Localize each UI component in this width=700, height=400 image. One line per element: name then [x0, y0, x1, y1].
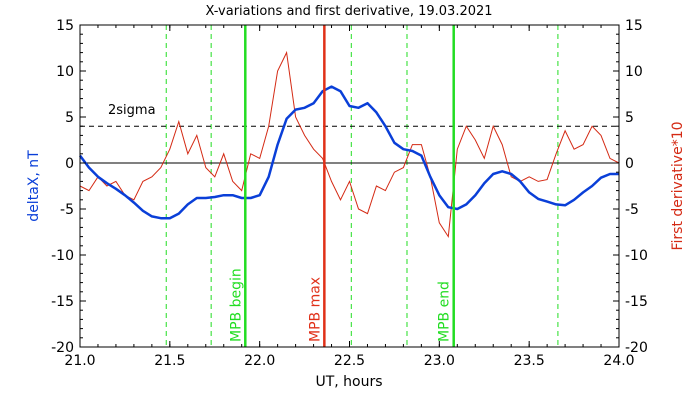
x-tick-label: 22.5: [334, 353, 365, 369]
y-tick-label-right: 0: [625, 156, 634, 172]
y-tick-label-right: -15: [625, 294, 648, 310]
series-derivative: [79, 50, 620, 239]
x-tick-label: 21.0: [64, 353, 95, 369]
x-tick-label: 23.5: [514, 353, 545, 369]
marker-label: MPB max: [307, 277, 323, 342]
y-tick-label-right: 15: [625, 18, 643, 34]
marker-label: MPB end: [437, 281, 453, 342]
y-tick-label-left: -20: [51, 340, 74, 356]
y-tick-label-right: -10: [625, 248, 648, 264]
x-tick-label: 22.0: [244, 353, 275, 369]
sigma-label: 2sigma: [108, 103, 156, 118]
x-tick-label: 23.0: [424, 353, 455, 369]
chart-title: X-variations and first derivative, 19.03…: [205, 4, 492, 19]
y-tick-label-right: -5: [625, 202, 639, 218]
series-deltaX: [79, 85, 619, 220]
y-tick-label-right: -20: [625, 340, 648, 356]
y-axis-label-right: First derivative*10: [670, 121, 686, 250]
y-tick-label-left: 0: [65, 156, 74, 172]
plot-frame: [79, 24, 620, 348]
y-tick-label-left: -10: [51, 248, 74, 264]
y-tick-label-left: 15: [56, 18, 74, 34]
x-axis-label: UT, hours: [315, 374, 382, 390]
plot-area: MPB begin MPB max MPB end: [79, 25, 620, 347]
y-tick-label-right: 10: [625, 64, 643, 80]
marker-label: MPB begin: [228, 268, 244, 342]
x-tick-label: 21.5: [154, 353, 185, 369]
y-tick-label-left: -5: [60, 202, 74, 218]
y-tick-label-right: 5: [625, 110, 634, 126]
x-tick-label: 24.0: [603, 353, 634, 369]
y-tick-label-left: 10: [56, 64, 74, 80]
y-axis-label-left: deltaX, nT: [26, 150, 42, 222]
y-tick-label-left: 5: [65, 110, 74, 126]
y-tick-label-left: -15: [51, 294, 74, 310]
